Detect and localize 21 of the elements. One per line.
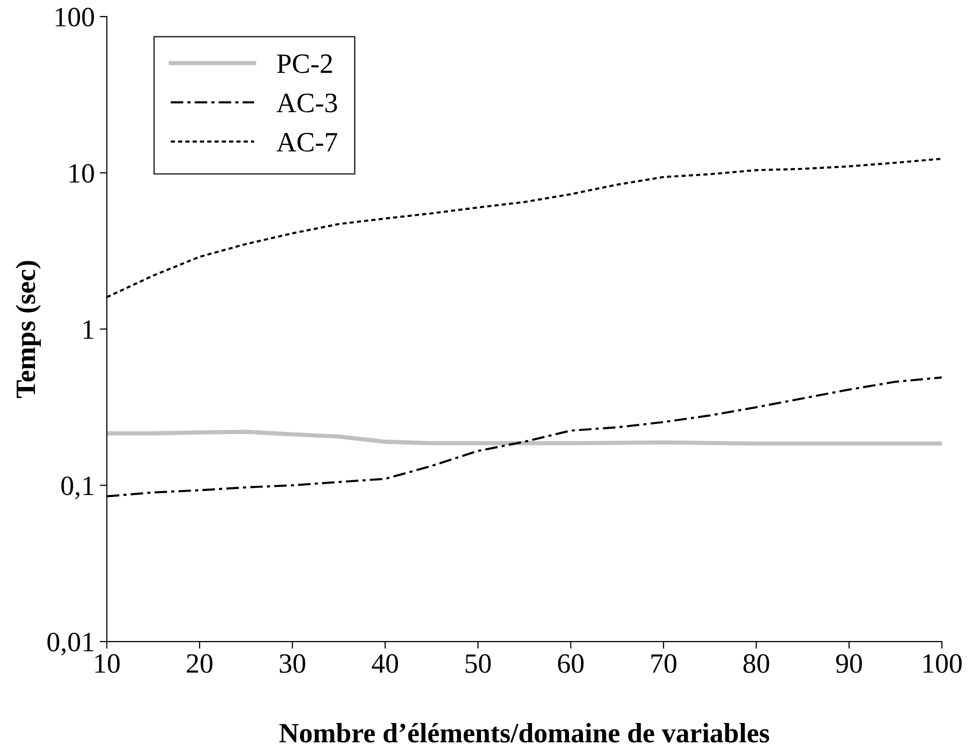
y-tick-label: 1 xyxy=(84,320,94,339)
x-tick-label: 20 xyxy=(186,654,212,673)
x-tick-label: 30 xyxy=(280,654,306,673)
x-tick-label: 50 xyxy=(466,654,491,673)
x-tick-label: 60 xyxy=(558,654,584,673)
y-tick-label: 10 xyxy=(70,164,94,183)
x-axis-title: Nombre d’éléments/domaine de variables xyxy=(279,722,770,743)
x-tick-label: 70 xyxy=(651,654,676,673)
line-series xyxy=(106,430,942,446)
y-tick-label: 100 xyxy=(56,8,94,26)
legend-label: AC-7 xyxy=(276,132,338,152)
y-axis-title: Temps (sec) xyxy=(16,260,41,398)
legend-label: PC-2 xyxy=(277,54,332,74)
x-tick-label: 10 xyxy=(95,654,120,673)
y-tick-label: 0,1 xyxy=(61,476,94,500)
x-tick-label: 100 xyxy=(923,654,962,673)
x-tick-label: 40 xyxy=(372,654,398,673)
x-tick-label: 90 xyxy=(836,654,862,673)
legend-label: AC-3 xyxy=(276,94,337,112)
x-tick-label: 80 xyxy=(743,654,770,673)
y-tick-label: 0,01 xyxy=(47,632,94,656)
